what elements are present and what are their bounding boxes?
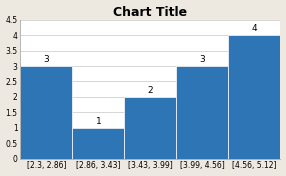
- Bar: [21, 66, 72, 159]
- Text: 3: 3: [43, 55, 49, 64]
- Title: Chart Title: Chart Title: [113, 6, 187, 18]
- Text: 1: 1: [96, 117, 101, 126]
- Bar: [124, 97, 176, 159]
- Text: 3: 3: [200, 55, 205, 64]
- Text: 4: 4: [252, 24, 257, 33]
- Bar: [229, 35, 280, 159]
- Text: 2: 2: [148, 86, 153, 95]
- Bar: [72, 128, 124, 159]
- Bar: [176, 66, 229, 159]
